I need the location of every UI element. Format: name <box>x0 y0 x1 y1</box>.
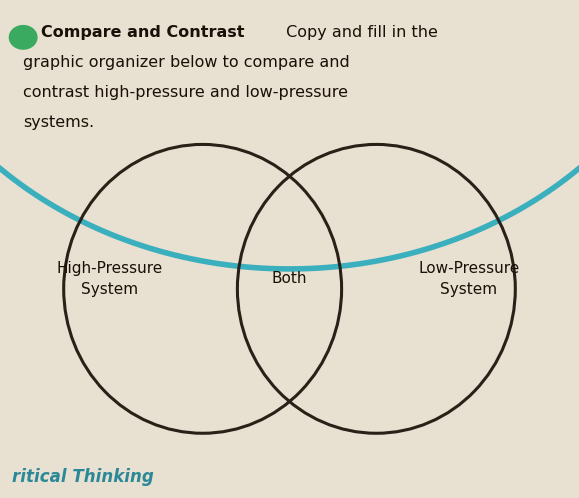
Text: graphic organizer below to compare and: graphic organizer below to compare and <box>23 55 350 70</box>
Text: Low-Pressure
System: Low-Pressure System <box>419 261 519 297</box>
Text: Copy and fill in the: Copy and fill in the <box>281 25 438 40</box>
Text: Compare and Contrast: Compare and Contrast <box>41 25 244 40</box>
Text: High-Pressure
System: High-Pressure System <box>57 261 163 297</box>
Text: systems.: systems. <box>23 115 94 129</box>
Text: Both: Both <box>272 271 307 286</box>
Text: ritical Thinking: ritical Thinking <box>12 468 153 486</box>
Text: contrast high-pressure and low-pressure: contrast high-pressure and low-pressure <box>23 85 348 100</box>
Circle shape <box>9 25 38 50</box>
